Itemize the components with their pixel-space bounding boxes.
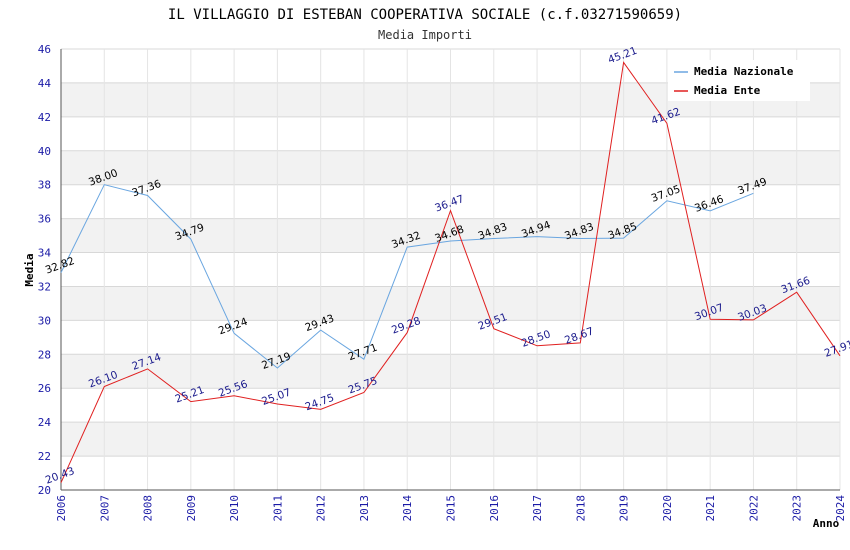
x-tick-label: 2010 [228,495,241,522]
y-tick-label: 44 [38,77,52,90]
x-tick-label: 2015 [445,495,458,522]
y-tick-label: 34 [38,247,52,260]
y-tick-label: 30 [38,314,51,327]
x-tick-label: 2022 [747,495,760,522]
x-tick-label: 2007 [98,495,111,522]
y-tick-label: 22 [38,450,51,463]
series-lines [60,61,841,483]
y-tick-label: 46 [38,43,51,56]
x-tick-label: 2009 [185,495,198,522]
y-tick-labels: 20 22 24 26 28 30 32 34 36 38 40 42 44 46 [38,43,52,497]
chart-subtitle: Media Importi [378,28,472,42]
x-tick-label: 2016 [488,495,501,522]
legend-label-media-nazionale: Media Nazionale [694,65,794,78]
legend-label-media-ente: Media Ente [694,84,761,97]
x-tick-label: 2019 [618,495,631,522]
x-tick-label: 2024 [834,495,847,522]
x-tick-label: 2023 [791,495,804,522]
x-tick-label: 2011 [271,495,284,522]
x-tick-label: 2006 [55,495,68,522]
series-line-media-nazionale [60,184,754,369]
y-tick-label: 36 [38,213,51,226]
x-tick-label: 2018 [574,495,587,522]
x-tick-label: 2014 [401,495,414,522]
axes [60,49,840,491]
y-axis-title: Media [23,253,36,286]
y-tick-label: 32 [38,280,51,293]
y-tick-label: 40 [38,145,51,158]
x-tick-label: 2021 [704,495,717,522]
legend-box [668,60,810,101]
x-tick-labels: 2006 2007 2008 2009 2010 2011 2012 2013 2014 2015… [55,495,847,522]
y-tick-label: 24 [38,416,52,429]
y-tick-label: 42 [38,111,51,124]
x-tick-label: 2013 [358,495,371,522]
y-tick-label: 26 [38,382,51,395]
legend: Media Nazionale Media Ente [668,60,810,101]
y-tick-label: 38 [38,179,51,192]
series-line-media-ente [60,61,841,483]
x-tick-label: 2020 [661,495,674,522]
y-tick-label: 28 [38,348,51,361]
x-tick-label: 2012 [315,495,328,522]
x-tick-label: 2017 [531,495,544,522]
chart-title: IL VILLAGGIO DI ESTEBAN COOPERATIVA SOCI… [168,7,682,23]
x-tick-label: 2008 [142,495,155,522]
x-axis-title: Anno [813,517,840,530]
y-tick-label: 20 [38,484,51,497]
